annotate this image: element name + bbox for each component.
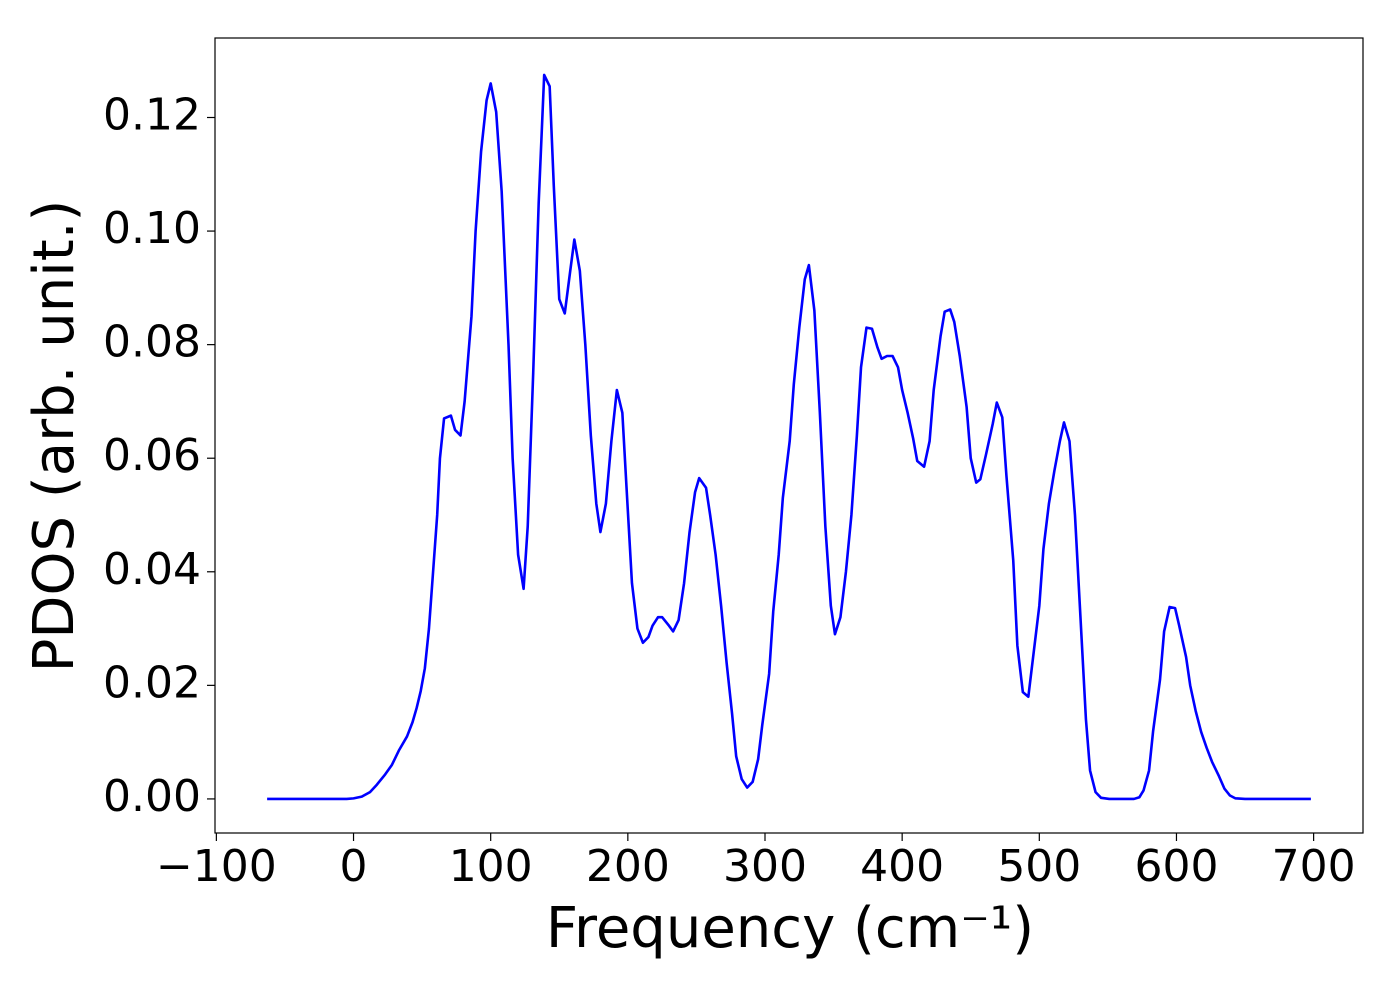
x-tick-label: 400 (860, 841, 944, 892)
x-tick-label: 700 (1272, 841, 1356, 892)
x-tick-label: 300 (723, 841, 807, 892)
pdos-line (267, 73, 1311, 801)
y-tick-label: 0.00 (103, 771, 201, 822)
x-tick-label: 200 (586, 841, 670, 892)
x-tick-label: 100 (449, 841, 533, 892)
y-tick-label: 0.08 (103, 317, 201, 368)
x-tick-label: −100 (156, 841, 277, 892)
plot-frame (214, 37, 1364, 834)
y-axis-label: PDOS (arb. unit.) (22, 200, 87, 673)
x-axis-label: Frequency (cm⁻¹) (546, 896, 1034, 961)
y-tick-label: 0.06 (103, 430, 201, 481)
y-tick-label: 0.04 (103, 544, 201, 595)
x-tick-label: 600 (1134, 841, 1218, 892)
y-tick-label: 0.02 (103, 657, 201, 708)
x-tick-label: 0 (340, 841, 368, 892)
y-tick-label: 0.10 (103, 203, 201, 254)
x-tick-label: 500 (997, 841, 1081, 892)
y-tick-label: 0.12 (103, 90, 201, 141)
